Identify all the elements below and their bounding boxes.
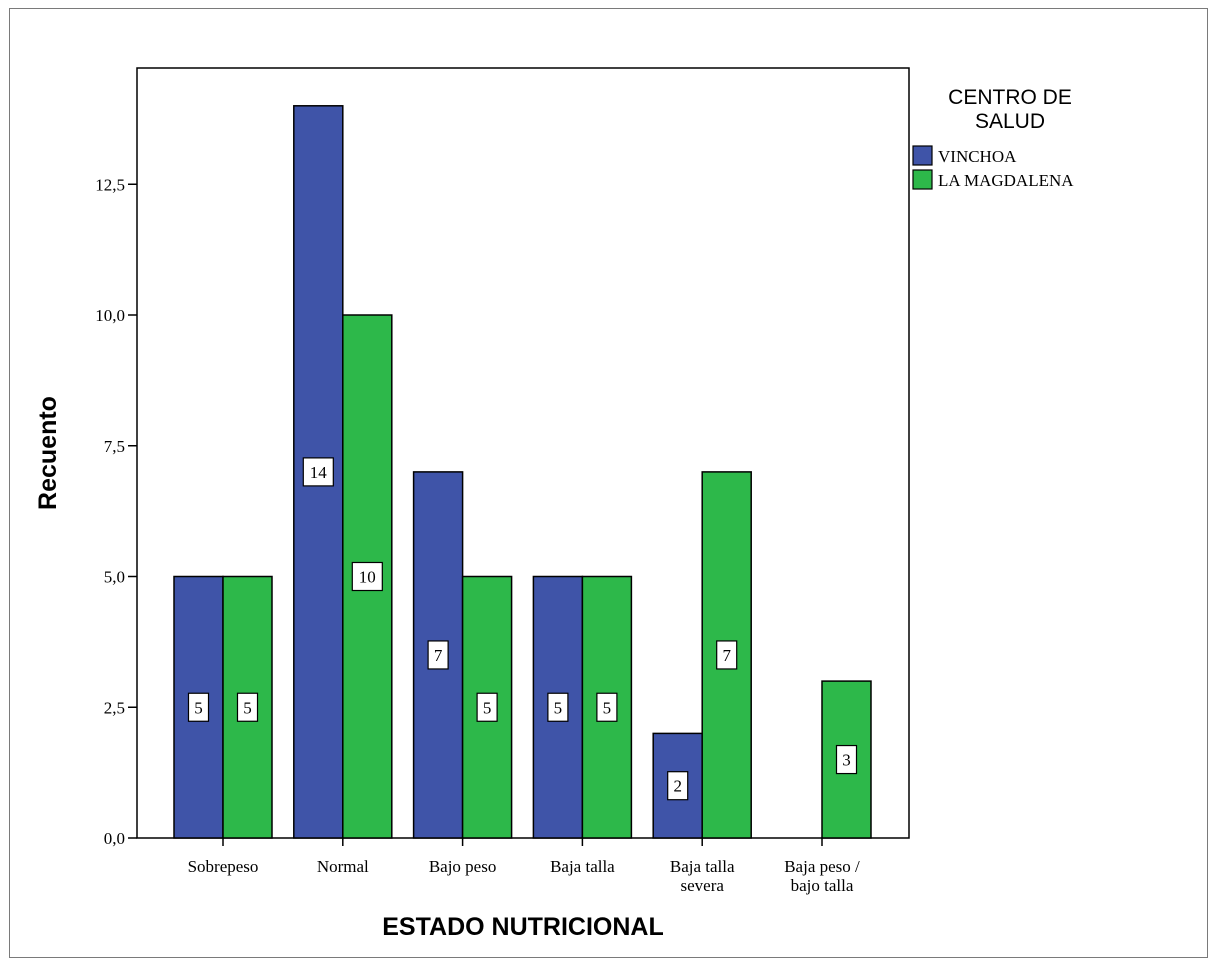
x-tick-label-4-line-2: severa: [680, 876, 724, 895]
data-label-1-3: 5: [603, 698, 612, 717]
data-label-box-0-1: [302, 457, 334, 487]
data-label-box-1-3: [596, 692, 618, 722]
data-label-0-4: 2: [673, 777, 682, 796]
x-axis: Sobrepeso Normal Bajo peso Baja talla Baja t…: [188, 838, 860, 895]
x-tick-label-5-line-1: Baja peso /: [784, 857, 860, 876]
y-tick-label-0: 0,0: [104, 829, 125, 848]
data-labels: 5 5 14 10 7 5 5 5 2 7 3: [187, 457, 858, 801]
data-label-1-2: 5: [483, 698, 492, 717]
y-tick-label-4: 10,0: [95, 306, 125, 325]
x-tick-label-4-line-1: Baja talla: [670, 857, 735, 876]
x-tick-label-1: Normal: [317, 857, 369, 876]
x-tick-label-2: Bajo peso: [429, 857, 497, 876]
data-label-box-0-4: [667, 771, 689, 801]
y-tick-label-1: 2,5: [104, 698, 125, 717]
data-label-1-5: 3: [842, 751, 851, 770]
y-axis-title: Recuento: [34, 396, 62, 510]
data-label-box-1-5: [835, 744, 858, 775]
legend-title-line-1: CENTRO DE: [948, 86, 1072, 109]
y-axis: 0,0 2,5 5,0 7,5 10,0 12,5: [95, 175, 137, 848]
y-tick-label-3: 7,5: [104, 437, 125, 456]
legend-title-line-2: SALUD: [975, 110, 1045, 133]
x-axis-title: ESTADO NUTRICIONAL: [382, 913, 663, 941]
data-label-0-0: 5: [194, 698, 203, 717]
y-tick-label-5: 12,5: [95, 175, 125, 194]
data-label-box-1-2: [476, 692, 498, 722]
data-label-box-0-0: [187, 692, 210, 722]
data-label-0-2: 7: [434, 646, 443, 665]
legend-label-1: LA MAGDALENA: [938, 171, 1074, 190]
x-tick-label-3: Baja talla: [550, 857, 615, 876]
data-label-box-1-0: [236, 692, 259, 722]
data-label-box-0-2: [427, 640, 449, 670]
data-label-box-1-4: [716, 640, 738, 670]
legend-label-0: VINCHOA: [938, 147, 1017, 166]
y-tick-label-2: 5,0: [104, 568, 125, 587]
data-label-1-4: 7: [722, 646, 731, 665]
legend-swatch-1: [912, 169, 933, 190]
x-tick-label-0: Sobrepeso: [188, 857, 259, 876]
legend: CENTRO DE SALUD VINCHOA LA MAGDALENA: [912, 86, 1074, 190]
data-label-box-0-3: [547, 692, 569, 722]
data-label-box-1-1: [351, 561, 383, 592]
legend-swatch-0: [912, 145, 933, 166]
data-label-0-1: 14: [310, 463, 328, 482]
data-label-1-1: 10: [359, 568, 376, 587]
data-label-0-3: 5: [554, 698, 563, 717]
x-tick-label-5-line-2: bajo talla: [791, 876, 854, 895]
data-label-1-0: 5: [243, 698, 252, 717]
